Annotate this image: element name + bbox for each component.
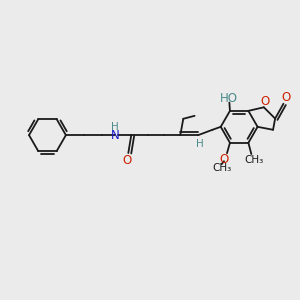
Text: O: O [219, 153, 229, 166]
Text: O: O [261, 95, 270, 108]
Text: O: O [281, 91, 290, 104]
Text: CH₃: CH₃ [212, 163, 231, 173]
Text: CH₃: CH₃ [244, 155, 263, 165]
Text: H: H [111, 122, 119, 132]
Text: HO: HO [220, 92, 238, 105]
Text: O: O [122, 154, 131, 167]
Text: N: N [111, 129, 119, 142]
Text: H: H [196, 139, 203, 149]
